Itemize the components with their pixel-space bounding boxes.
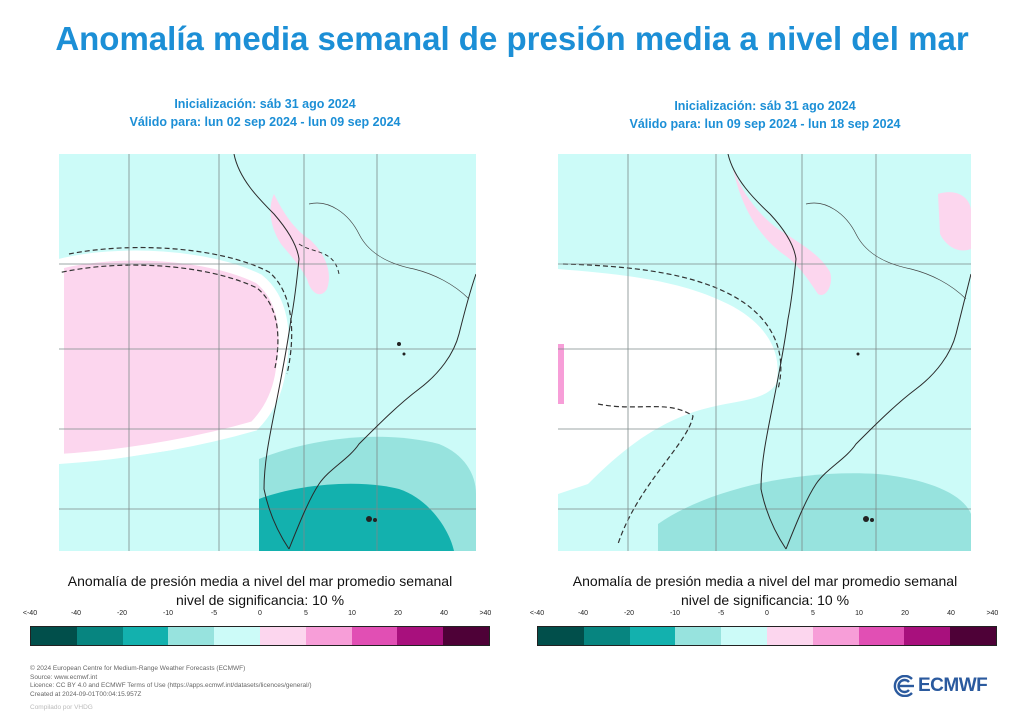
panel-2-caption-line1: Anomalía de presión media a nivel del ma… (572, 573, 958, 589)
map-2-signif-contour-2 (597, 403, 694, 545)
colorbar-2-labels: <-40 -40 -20 -10 -5 0 5 10 20 40 >40 (530, 610, 999, 622)
ecmwf-logo-text: ECMWF (918, 675, 988, 696)
map-1-signif-contour-1 (59, 264, 279, 369)
colorbar-swatch (629, 627, 676, 645)
colorbar-2-label: -20 (623, 610, 635, 617)
map-1-borders (308, 202, 470, 300)
colorbar-1-bar (30, 626, 490, 646)
colorbar-2-label: <-40 (529, 610, 545, 617)
colorbar-2-label: 40 (947, 610, 955, 617)
colorbar-swatch (904, 627, 951, 645)
footer-created: Created at 2024-09-01T00:04:15.957Z (30, 690, 142, 698)
map-1-graticule (59, 154, 476, 551)
map-2-graticule (558, 154, 971, 551)
colorbar-swatch (675, 627, 722, 645)
panel-2-init: Inicialización: sáb 31 ago 2024 (674, 99, 856, 113)
colorbar-swatch (122, 627, 169, 645)
map-2-positive-atlantic (938, 192, 971, 251)
map-2-borders (805, 202, 967, 300)
colorbar-1-label: 0 (258, 610, 262, 617)
colorbar-1-label: 20 (394, 610, 402, 617)
panel-1-init: Inicialización: sáb 31 ago 2024 (174, 97, 356, 111)
map-1-coastline (233, 154, 476, 550)
map-1-signif-contour-2 (68, 246, 293, 375)
colorbar-2-label: 5 (811, 610, 815, 617)
map-2-svg (558, 154, 971, 551)
colorbar-1-label: 5 (304, 610, 308, 617)
colorbar-swatch (214, 627, 260, 645)
panel-2-valid: Válido para: lun 09 sep 2024 - lun 18 se… (629, 117, 901, 131)
footer-licence: Licence: CC BY 4.0 and ECMWF Terms of Us… (30, 682, 312, 689)
map-1-svg (59, 154, 476, 551)
map-2-positive-edge (558, 344, 564, 404)
colorbar-2-label: >40 (986, 610, 999, 617)
colorbar-swatch (721, 627, 767, 645)
map-1-negative-20 (259, 483, 454, 551)
colorbar-1-label: -10 (162, 610, 174, 617)
colorbar-swatch (538, 627, 584, 645)
panel-1-caption-line2: nivel de significancia: 10 % (175, 592, 345, 608)
colorbar-1-label: <-40 (22, 610, 38, 617)
colorbar-swatch (168, 627, 215, 645)
ecmwf-logo: ECMWF (892, 674, 988, 698)
colorbar-1-label: -40 (70, 610, 82, 617)
map-panel-2 (558, 154, 971, 551)
colorbar-1-label: -20 (116, 610, 128, 617)
map-2-positive-andes (733, 169, 832, 295)
colorbar-1-labels: <-40 -40 -20 -10 -5 0 5 10 20 40 >40 (23, 610, 492, 622)
colorbar-swatch (812, 627, 859, 645)
colorbar-2-label: -10 (669, 610, 681, 617)
colorbar-swatch (583, 627, 630, 645)
panel-1-header: Inicialización: sáb 31 ago 2024 Válido p… (65, 95, 465, 131)
map-1-islands (366, 342, 406, 522)
colorbar-swatch (351, 627, 398, 645)
colorbar-1-label: >40 (479, 610, 492, 617)
colorbar-2-label: 10 (855, 610, 863, 617)
colorbar-swatch (76, 627, 123, 645)
ecmwf-logo-icon (893, 675, 914, 697)
panel-2-caption: Anomalía de presión media a nivel del ma… (530, 572, 1000, 610)
colorbar-swatch (950, 627, 996, 645)
panel-1-caption: Anomalía de presión media a nivel del ma… (25, 572, 495, 610)
map-2-signif-contour-1 (562, 263, 782, 390)
map-2-negative-10 (658, 473, 971, 551)
colorbar-2-bar (537, 626, 997, 646)
colorbar-swatch (397, 627, 444, 645)
colorbar-swatch (766, 627, 813, 645)
map-panel-1 (59, 154, 476, 551)
colorbar-swatch (31, 627, 77, 645)
colorbar-1: <-40 -40 -20 -10 -5 0 5 10 20 40 >40 (23, 610, 492, 650)
map-2-neutral-ocean (558, 269, 778, 494)
map-2-islands (856, 352, 874, 522)
colorbar-swatch (259, 627, 306, 645)
colorbar-1-label: 10 (348, 610, 356, 617)
panel-1-valid: Válido para: lun 02 sep 2024 - lun 09 se… (129, 115, 401, 129)
footer-credits: © 2024 European Centre for Medium-Range … (30, 665, 312, 699)
colorbar-swatch (443, 627, 489, 645)
map-1-positive-ocean (59, 250, 289, 465)
colorbar-2-label: -40 (577, 610, 589, 617)
colorbar-2-label: -5 (717, 610, 725, 617)
panel-2-caption-line2: nivel de significancia: 10 % (680, 592, 850, 608)
footer-source: Source: www.ecmwf.int (30, 673, 98, 681)
compiled-by: Compilado por VHDG (30, 704, 93, 711)
panel-2-header: Inicialización: sáb 31 ago 2024 Válido p… (565, 97, 965, 133)
colorbar-2-label: 20 (901, 610, 909, 617)
map-2-coastline (727, 154, 971, 550)
colorbar-swatch (858, 627, 905, 645)
panel-1-caption-line1: Anomalía de presión media a nivel del ma… (67, 573, 453, 589)
colorbar-swatch (305, 627, 352, 645)
colorbar-1-label: 40 (440, 610, 448, 617)
colorbar-1-label: -5 (210, 610, 218, 617)
colorbar-2-label: 0 (765, 610, 769, 617)
page-title: Anomalía media semanal de presión media … (55, 20, 969, 57)
footer-copyright: © 2024 European Centre for Medium-Range … (30, 665, 246, 672)
colorbar-2: <-40 -40 -20 -10 -5 0 5 10 20 40 >40 (530, 610, 999, 650)
